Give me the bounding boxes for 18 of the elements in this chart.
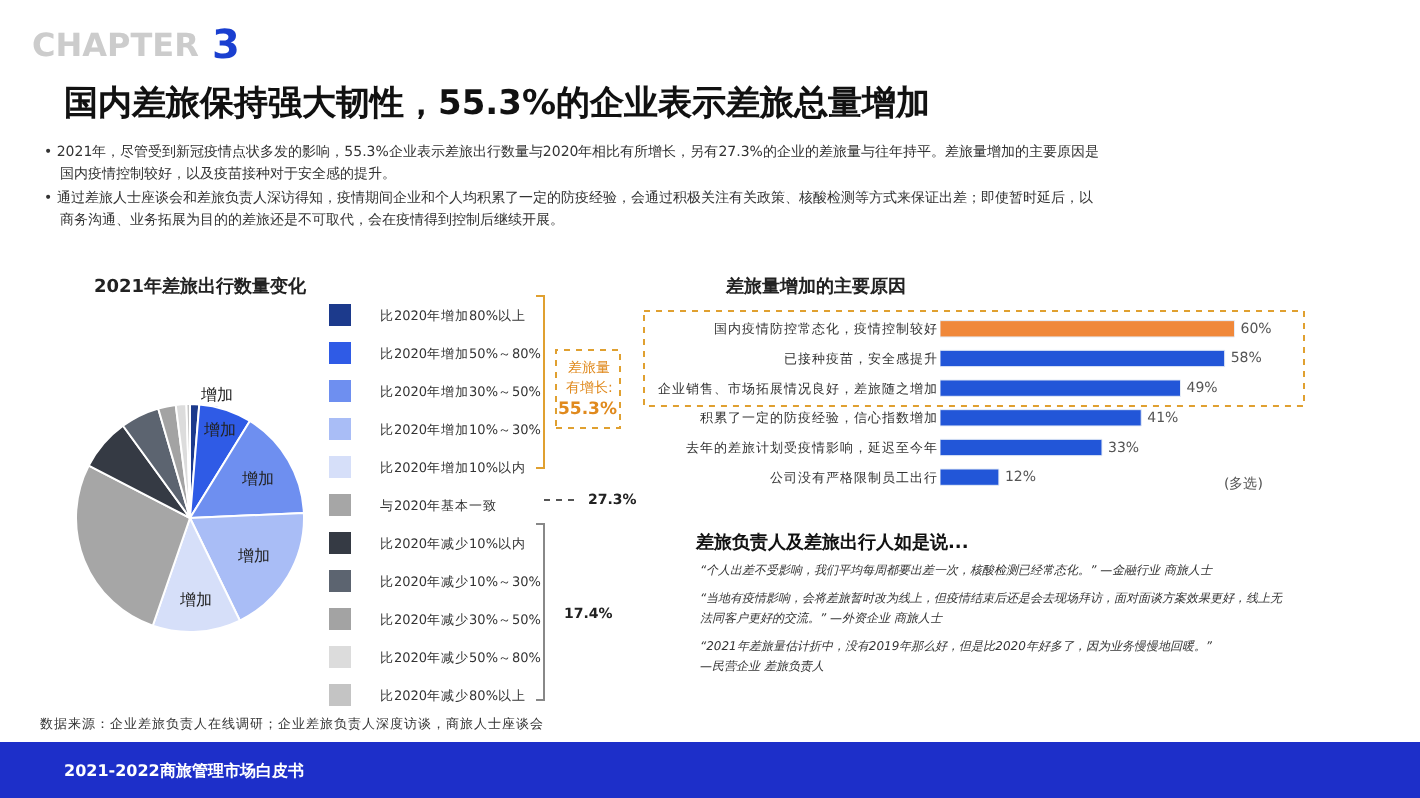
bar [940, 438, 1103, 457]
chart-title: 2021年差旅出行数量变化 [94, 276, 309, 298]
bar [940, 409, 1142, 427]
text: 55.3% [558, 400, 618, 420]
data-label: 增加 [201, 421, 236, 440]
text: 2021-2022商旅管理市场白皮书 [64, 760, 304, 780]
data-label: 增加 [239, 469, 274, 488]
bar [940, 349, 1226, 368]
data-label: 增加 [236, 546, 271, 565]
bar [940, 468, 1000, 486]
bar [940, 320, 1235, 338]
text: 差旅负责人及差旅出行人如是说... [694, 532, 969, 554]
bar [940, 379, 1181, 397]
text: 3 [212, 20, 240, 68]
text: 国内差旅保持强大韧性，55.3%的企业表示差旅总量增加 [64, 84, 930, 124]
data-label: 增加 [199, 386, 234, 405]
chart-title: 差旅量增加的主要原因 [724, 276, 906, 298]
data-label: 增加 [177, 591, 212, 610]
